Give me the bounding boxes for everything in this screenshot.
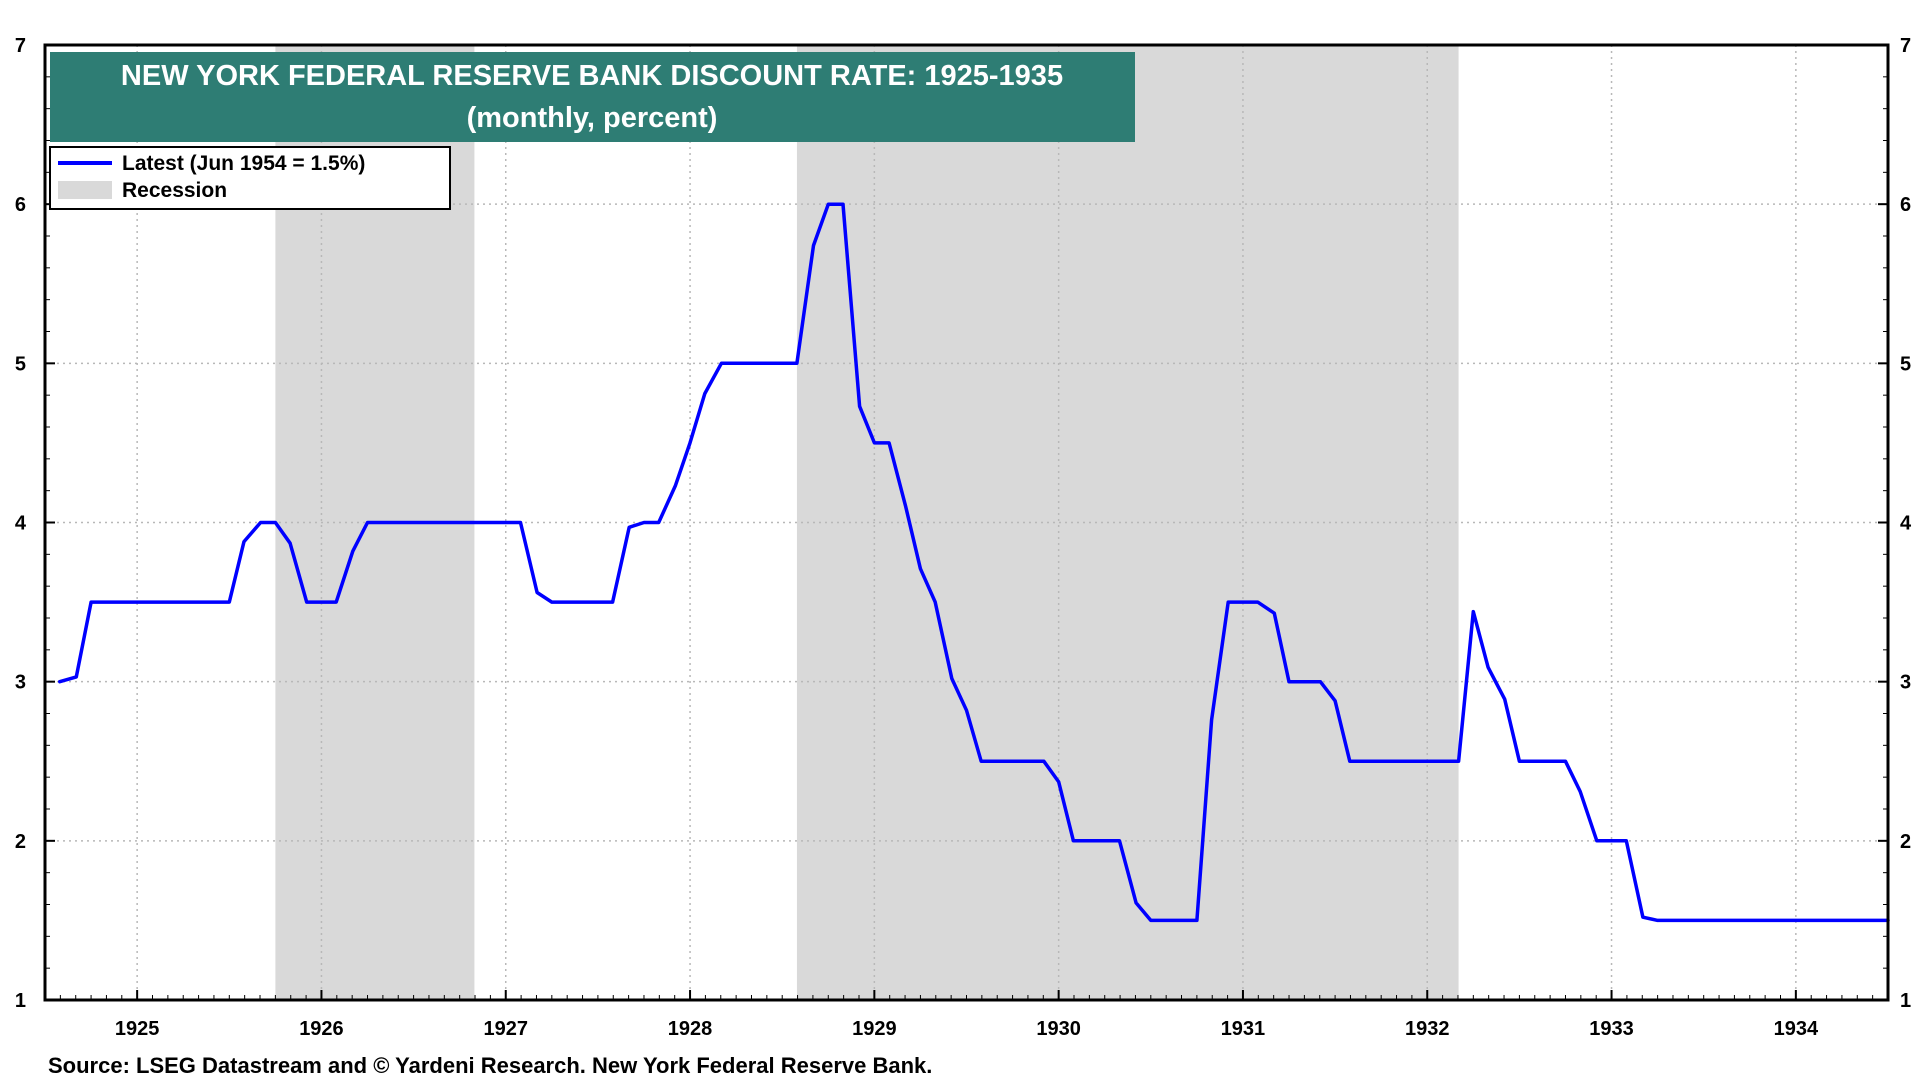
x-tick-label-1929: 1929	[852, 1018, 897, 1040]
x-tick-label-1932: 1932	[1405, 1018, 1450, 1040]
x-tick-label-1925: 1925	[115, 1018, 160, 1040]
x-tick-label-1933: 1933	[1589, 1018, 1634, 1040]
x-tick-label-1934: 1934	[1774, 1018, 1819, 1040]
x-tick-label-1931: 1931	[1221, 1018, 1266, 1040]
y-tick-label-left: 4	[15, 513, 27, 535]
legend-label-latest: Latest (Jun 1954 = 1.5%)	[122, 152, 365, 175]
source-note: Source: LSEG Datastream and © Yardeni Re…	[48, 1053, 932, 1078]
y-tick-label-right: 7	[1900, 35, 1911, 57]
chart-subtitle: (monthly, percent)	[467, 102, 718, 134]
y-tick-label-right: 6	[1900, 194, 1911, 216]
y-tick-label-right: 1	[1900, 990, 1911, 1012]
y-tick-label-left: 2	[15, 831, 26, 853]
legend-recession-swatch	[58, 181, 112, 199]
y-tick-label-left: 7	[15, 35, 26, 57]
y-tick-label-left: 6	[15, 194, 26, 216]
x-tick-label-1930: 1930	[1036, 1018, 1081, 1040]
y-tick-label-right: 2	[1900, 831, 1911, 853]
y-tick-label-right: 5	[1900, 353, 1911, 375]
legend-label-recession: Recession	[122, 179, 227, 202]
y-tick-label-left: 5	[15, 353, 26, 375]
y-tick-label-right: 3	[1900, 672, 1911, 694]
discount-rate-series	[57, 202, 1890, 923]
legend: Latest (Jun 1954 = 1.5%) Recession	[49, 146, 451, 210]
y-tick-label-right: 4	[1900, 513, 1912, 535]
title-box: NEW YORK FEDERAL RESERVE BANK DISCOUNT R…	[50, 52, 1135, 142]
axis-ticks: 1 1 2 2 3 3 4 4 5 5 6 6 7 7 1925 1926 1927 1928 1929 1930 19…	[15, 35, 1912, 1040]
y-tick-label-left: 3	[15, 672, 26, 694]
chart-title: NEW YORK FEDERAL RESERVE BANK DISCOUNT R…	[121, 60, 1063, 92]
x-tick-label-1928: 1928	[668, 1018, 713, 1040]
series-line	[57, 202, 1890, 923]
x-tick-label-1927: 1927	[484, 1018, 529, 1040]
x-tick-label-1926: 1926	[299, 1018, 344, 1040]
y-tick-label-left: 1	[15, 990, 26, 1012]
